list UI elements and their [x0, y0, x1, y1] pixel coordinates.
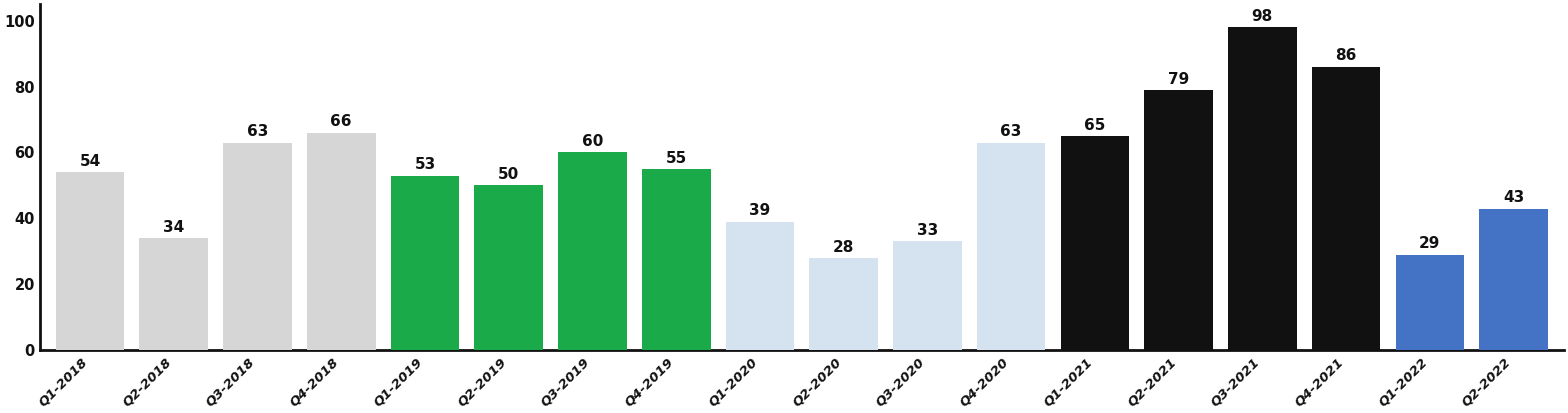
Text: 60: 60: [582, 134, 604, 149]
Bar: [223, 142, 292, 350]
Bar: [475, 185, 543, 350]
Text: 63: 63: [1000, 124, 1022, 139]
Bar: [641, 169, 710, 350]
Bar: [56, 172, 124, 350]
Bar: [1479, 209, 1548, 350]
Text: 98: 98: [1251, 9, 1273, 24]
Text: 53: 53: [414, 157, 436, 172]
Bar: [977, 142, 1046, 350]
Bar: [1228, 27, 1297, 350]
Text: 34: 34: [163, 220, 185, 235]
Bar: [558, 152, 627, 350]
Bar: [1396, 255, 1465, 350]
Text: 65: 65: [1083, 118, 1105, 133]
Bar: [307, 133, 376, 350]
Text: 43: 43: [1504, 190, 1524, 205]
Text: 55: 55: [665, 151, 687, 166]
Bar: [390, 176, 459, 350]
Text: 50: 50: [499, 167, 519, 182]
Text: 79: 79: [1168, 71, 1189, 87]
Text: 63: 63: [246, 124, 268, 139]
Text: 66: 66: [331, 114, 351, 129]
Text: 54: 54: [80, 154, 100, 169]
Bar: [140, 238, 209, 350]
Text: 39: 39: [750, 203, 770, 218]
Text: 86: 86: [1336, 48, 1356, 64]
Bar: [726, 222, 795, 350]
Text: 33: 33: [917, 223, 938, 238]
Text: 28: 28: [833, 240, 855, 255]
Bar: [1060, 136, 1129, 350]
Bar: [894, 242, 961, 350]
Bar: [1312, 67, 1380, 350]
Bar: [1145, 90, 1214, 350]
Text: 29: 29: [1419, 236, 1441, 252]
Bar: [809, 258, 878, 350]
